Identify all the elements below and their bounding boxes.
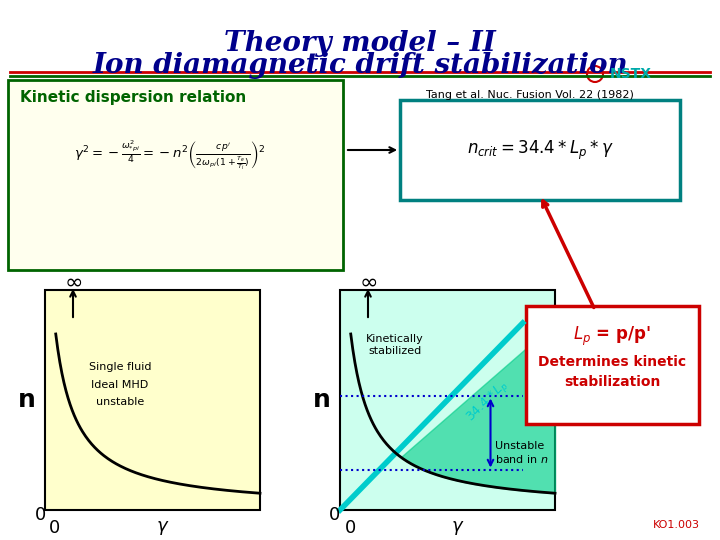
Text: Tang et al. Nuc. Fusion Vol. 22 (1982): Tang et al. Nuc. Fusion Vol. 22 (1982) (426, 90, 634, 100)
Text: 0: 0 (329, 506, 341, 524)
Text: Kinetic dispersion relation: Kinetic dispersion relation (20, 90, 246, 105)
Text: unstable: unstable (96, 397, 144, 407)
FancyBboxPatch shape (8, 80, 343, 270)
Text: $L_p$ = p/p': $L_p$ = p/p' (574, 325, 652, 348)
Text: $34.4*L_p$: $34.4*L_p$ (463, 376, 512, 426)
FancyBboxPatch shape (340, 290, 555, 510)
FancyBboxPatch shape (526, 306, 699, 424)
Text: $n_{crit} = 34.4 * L_p * \gamma$: $n_{crit} = 34.4 * L_p * \gamma$ (467, 138, 613, 161)
Text: Kinetically
stabilized: Kinetically stabilized (366, 334, 424, 356)
Text: NSTX: NSTX (610, 67, 652, 81)
Text: $\gamma^2 = -\frac{\omega_{*pi}^2}{4} = -n^2\left(\frac{cp'}{2\omega_{pi}(1+\fra: $\gamma^2 = -\frac{\omega_{*pi}^2}{4} = … (74, 138, 266, 172)
Text: Unstable
band in $n$: Unstable band in $n$ (495, 441, 549, 465)
Text: 0: 0 (35, 506, 45, 524)
FancyBboxPatch shape (45, 290, 260, 510)
Text: KO1.003: KO1.003 (653, 520, 700, 530)
Text: Ideal MHD: Ideal MHD (91, 380, 148, 389)
Text: Ion diamagnetic drift stabilization: Ion diamagnetic drift stabilization (92, 52, 628, 79)
Text: $\gamma$: $\gamma$ (156, 519, 169, 537)
Text: n: n (313, 388, 331, 412)
Text: stabilization: stabilization (564, 375, 661, 389)
Text: $\infty$: $\infty$ (359, 272, 377, 292)
Text: 0: 0 (50, 519, 60, 537)
Text: Determines kinetic: Determines kinetic (539, 355, 687, 369)
Text: $\infty$: $\infty$ (64, 272, 82, 292)
Text: n: n (18, 388, 36, 412)
Text: Theory model – II: Theory model – II (224, 30, 496, 57)
Text: $\gamma$: $\gamma$ (451, 519, 464, 537)
Text: Single fluid: Single fluid (89, 362, 151, 372)
FancyBboxPatch shape (400, 100, 680, 200)
Text: 0: 0 (344, 519, 356, 537)
